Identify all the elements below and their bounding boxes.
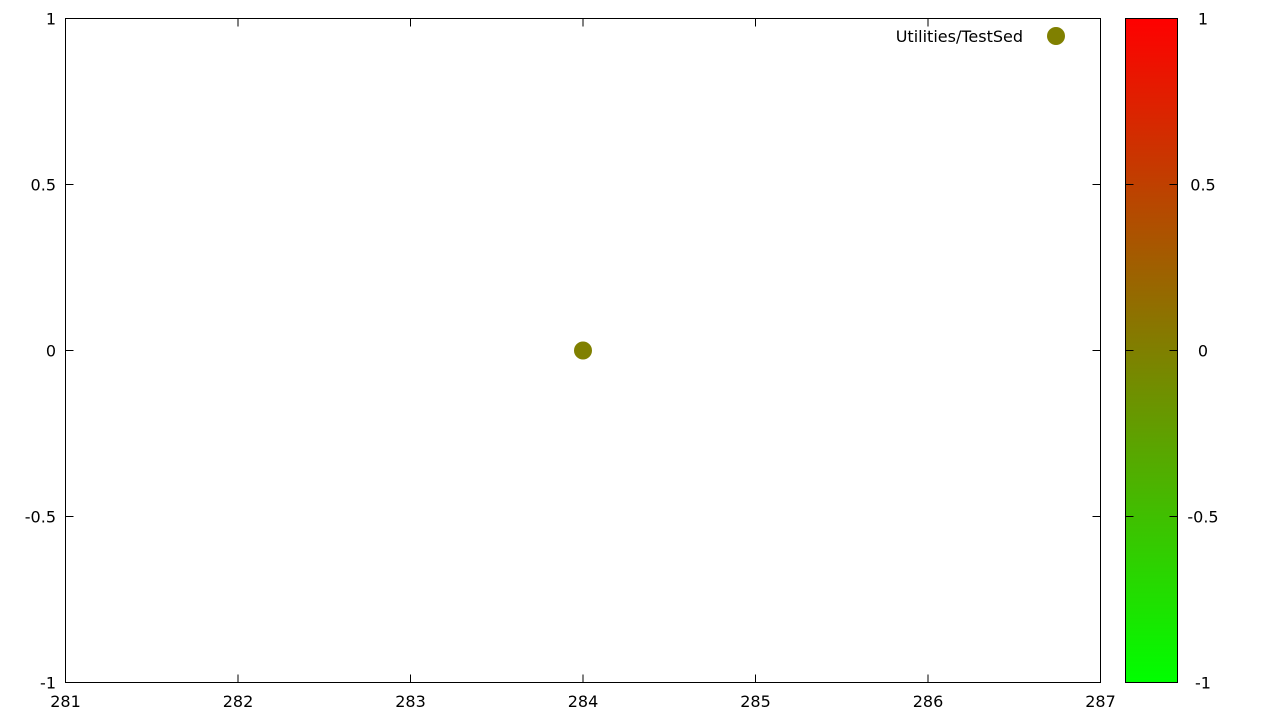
x-tick-label: 285 bbox=[740, 692, 771, 711]
data-point bbox=[574, 341, 592, 360]
y-tick-label: 1 bbox=[46, 10, 56, 29]
colorbar-tick-label: -0.5 bbox=[1187, 508, 1218, 527]
y-tick-label: 0 bbox=[46, 342, 56, 361]
x-tick-label: 283 bbox=[395, 692, 426, 711]
legend-marker bbox=[1047, 27, 1065, 45]
y-axis: -1 -0.5 0 0.5 1 bbox=[25, 10, 1101, 693]
x-tick-label: 284 bbox=[568, 692, 599, 711]
y-tick-label: -0.5 bbox=[25, 508, 56, 527]
colorbar: -1 -0.5 0 0.5 1 bbox=[1125, 10, 1219, 693]
x-axis: 281 282 283 284 285 286 287 bbox=[50, 18, 1116, 711]
y-tick-label: -1 bbox=[40, 674, 56, 693]
colorbar-tick-label: 1 bbox=[1198, 10, 1208, 29]
x-tick-label: 282 bbox=[223, 692, 254, 711]
colorbar-tick-label: 0 bbox=[1198, 342, 1208, 361]
colorbar-ticks: -1 -0.5 0 0.5 1 bbox=[1125, 10, 1219, 693]
colorbar-tick-label: 0.5 bbox=[1190, 176, 1215, 195]
y-tick-label: 0.5 bbox=[31, 176, 56, 195]
legend: Utilities/TestSed bbox=[896, 27, 1065, 46]
x-tick-label: 281 bbox=[50, 692, 81, 711]
colorbar-gradient bbox=[1125, 18, 1178, 683]
legend-label: Utilities/TestSed bbox=[896, 27, 1023, 46]
colorbar-tick-label: -1 bbox=[1195, 674, 1211, 693]
data-points-layer bbox=[574, 341, 592, 360]
x-tick-label: 287 bbox=[1085, 692, 1116, 711]
x-tick-label: 286 bbox=[913, 692, 944, 711]
